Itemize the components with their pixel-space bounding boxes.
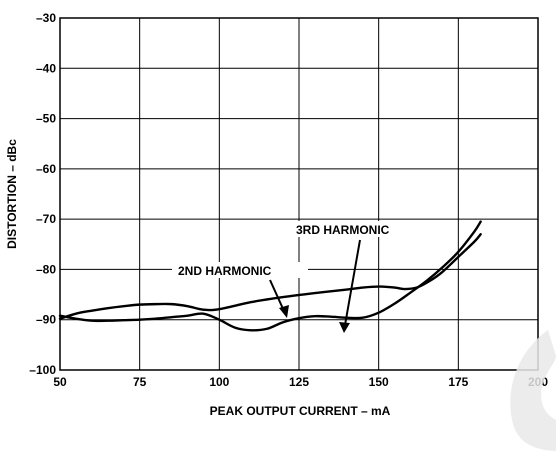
annotation-3rd-harmonic: 3RD HARMONIC xyxy=(296,223,390,237)
y-tick-label: –70 xyxy=(36,212,56,226)
plot-frame xyxy=(59,17,539,371)
x-tick-label: 100 xyxy=(209,375,229,389)
series-line-3rd-harmonic xyxy=(58,220,482,332)
y-tick-label: –100 xyxy=(29,363,56,377)
y-tick-label: –80 xyxy=(36,262,56,276)
y-tick-label: –50 xyxy=(36,112,56,126)
annotation-3rd-pointer xyxy=(344,239,361,326)
annotation-2nd-bg xyxy=(172,262,308,278)
x-axis-title: PEAK OUTPUT CURRENT – mA xyxy=(210,404,391,418)
series-line-2nd-harmonic xyxy=(58,233,482,320)
x-tick-label: 125 xyxy=(289,375,309,389)
y-tick-label: –30 xyxy=(36,11,56,25)
y-axis-title: DISTORTION – dBc xyxy=(5,139,19,249)
annotation-2nd-pointer xyxy=(269,279,285,312)
x-tick-label: 50 xyxy=(53,375,67,389)
y-tick-label: –90 xyxy=(36,313,56,327)
annotation-3rd-bg xyxy=(290,221,430,237)
x-tick-label: 75 xyxy=(133,375,147,389)
x-tick-label: 150 xyxy=(369,375,389,389)
annotation-2nd-harmonic: 2ND HARMONIC xyxy=(178,264,272,278)
annotation-3rd-arrowhead xyxy=(339,322,350,333)
y-tick-label: –40 xyxy=(36,61,56,75)
series-lines xyxy=(58,220,482,332)
y-tick-label: –60 xyxy=(36,162,56,176)
watermark-shape xyxy=(510,330,556,451)
x-tick-label: 175 xyxy=(448,375,468,389)
annotation-2nd-arrowhead xyxy=(279,305,289,318)
